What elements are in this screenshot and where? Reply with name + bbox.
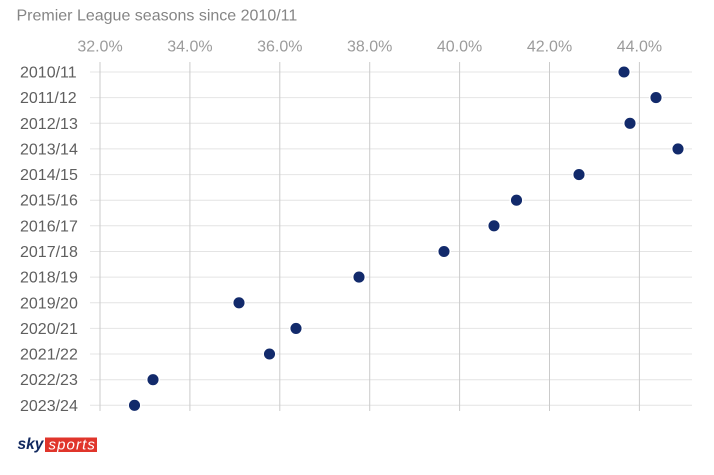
svg-text:2011/12: 2011/12: [20, 90, 77, 107]
svg-text:2012/13: 2012/13: [20, 116, 78, 133]
svg-text:2021/22: 2021/22: [20, 347, 78, 364]
svg-text:2018/19: 2018/19: [20, 270, 78, 287]
svg-text:2015/16: 2015/16: [20, 193, 78, 210]
svg-text:2016/17: 2016/17: [20, 218, 78, 235]
svg-text:sports: sports: [49, 437, 96, 454]
svg-text:32.0%: 32.0%: [77, 39, 122, 56]
svg-text:2022/23: 2022/23: [20, 372, 78, 389]
svg-text:44.0%: 44.0%: [617, 39, 662, 56]
svg-text:40.0%: 40.0%: [437, 39, 482, 56]
svg-text:42.0%: 42.0%: [527, 39, 572, 56]
svg-text:38.0%: 38.0%: [347, 39, 392, 56]
svg-text:2013/14: 2013/14: [20, 141, 78, 158]
svg-text:2010/11: 2010/11: [20, 65, 77, 82]
svg-text:2017/18: 2017/18: [20, 244, 78, 261]
svg-text:2014/15: 2014/15: [20, 167, 78, 184]
svg-text:Premier League seasons since 2: Premier League seasons since 2010/11: [17, 8, 298, 25]
svg-text:2020/21: 2020/21: [20, 321, 78, 338]
svg-text:34.0%: 34.0%: [167, 39, 212, 56]
svg-text:2019/20: 2019/20: [20, 295, 78, 312]
svg-text:2023/24: 2023/24: [20, 398, 78, 415]
svg-text:sky: sky: [18, 436, 45, 453]
svg-text:36.0%: 36.0%: [257, 39, 302, 56]
